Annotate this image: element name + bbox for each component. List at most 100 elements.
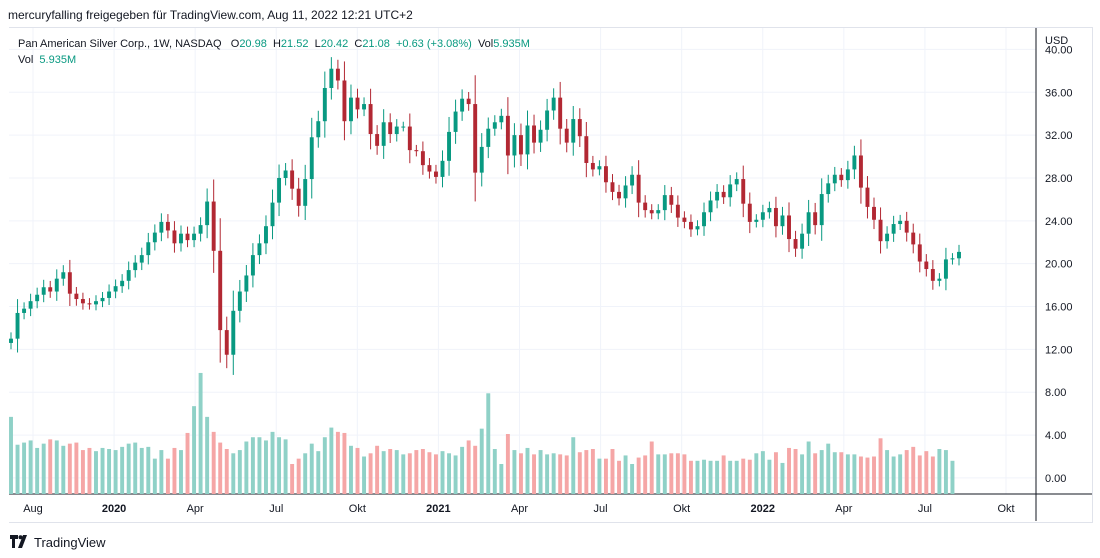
candle-body (538, 129, 543, 143)
volume-bar (139, 447, 144, 494)
x-tick-label: Apr (835, 503, 852, 515)
volume-bar (538, 450, 543, 494)
chart-legend: Pan American Silver Corp., 1W, NASDAQ O2… (18, 36, 530, 68)
volume-bar (643, 455, 648, 494)
candle-body (35, 294, 40, 302)
y-tick-label: 0.00 (1045, 473, 1066, 485)
candle-body (826, 183, 831, 195)
volume-bar (558, 454, 563, 494)
candle-body (407, 126, 412, 151)
volume-bar (532, 454, 536, 494)
volume-bar (577, 452, 582, 494)
volume-bar (355, 447, 360, 494)
volume-bar (440, 451, 445, 494)
candle-body (486, 128, 491, 147)
volume-bar (564, 455, 569, 494)
candle-body (473, 104, 478, 173)
volume-bar (420, 449, 425, 494)
candle-body (107, 291, 112, 298)
x-tick-label: 2021 (426, 503, 450, 515)
volume-bar (277, 437, 282, 494)
volume-bar (107, 449, 112, 494)
candle-body (715, 191, 720, 201)
candle-body (250, 255, 255, 276)
volume-bar (185, 432, 190, 494)
volume-bar (937, 449, 942, 494)
candle-body (518, 135, 523, 155)
candle-body (865, 187, 870, 207)
volume-bar (414, 450, 419, 494)
candle-body (152, 232, 157, 243)
candle-body (950, 258, 955, 260)
volume-bar (270, 431, 275, 494)
candle-body (571, 119, 576, 143)
candle-body (368, 104, 373, 135)
volume-bar (826, 443, 831, 494)
volume-study-label[interactable]: Vol (18, 54, 34, 66)
volume-bar (198, 372, 203, 494)
volume-bar (401, 454, 406, 494)
volume-bar (545, 454, 550, 494)
candle-body (388, 122, 393, 135)
candle-body (87, 303, 92, 305)
volume-bar (741, 458, 746, 494)
candle-body (335, 68, 340, 81)
candle-body (349, 97, 353, 122)
volume-bar (721, 455, 726, 494)
tradingview-footer[interactable]: TradingView (10, 532, 106, 552)
legend-open-value: 20.98 (239, 38, 267, 50)
candle-body (492, 122, 497, 129)
candle-body (159, 221, 164, 233)
volume-bar (767, 459, 772, 494)
candle-body (878, 219, 883, 242)
candle-body (957, 251, 961, 259)
candle-body (558, 97, 563, 129)
chart-pane[interactable] (9, 27, 1093, 523)
candle-body (94, 301, 98, 305)
volume-bar (152, 458, 157, 494)
candle-body (198, 225, 203, 234)
volume-bar (309, 443, 314, 494)
legend-ohlc-row: Pan American Silver Corp., 1W, NASDAQ O2… (18, 36, 530, 52)
candle-body (231, 310, 236, 355)
candle-body (9, 338, 13, 343)
candle-body (545, 110, 550, 130)
candle-body (904, 220, 909, 233)
y-tick-label: 36.00 (1045, 87, 1073, 99)
candle-body (133, 262, 138, 271)
y-tick-label: 4.00 (1045, 430, 1066, 442)
volume-bar (362, 456, 367, 494)
volume-bar (322, 437, 327, 494)
candle-body (617, 191, 621, 199)
volume-bar (224, 449, 229, 494)
volume-bar (133, 442, 138, 494)
candle-body (532, 125, 536, 143)
legend-symbol[interactable]: Pan American Silver Corp., 1W, NASDAQ (18, 38, 222, 50)
candle-body (329, 68, 334, 88)
candle-body (728, 184, 733, 198)
candle-body (277, 177, 282, 203)
candle-body (695, 226, 700, 230)
candle-body (126, 270, 131, 281)
volume-bar (165, 458, 170, 494)
candle-body (290, 170, 295, 189)
x-tick-label: Aug (23, 503, 43, 515)
volume-bar (342, 432, 347, 494)
volume-bar (250, 437, 255, 494)
y-tick-label: 12.00 (1045, 344, 1073, 356)
x-tick-label: Okt (673, 503, 690, 515)
candle-body (414, 150, 419, 152)
candle-body (460, 98, 465, 112)
candle-body (113, 286, 118, 292)
candle-body (839, 174, 844, 181)
volume-bar (349, 445, 353, 494)
volume-bar (61, 445, 66, 494)
candle-body (767, 207, 772, 213)
volume-bar (100, 447, 105, 494)
candle-body (577, 119, 582, 137)
candle-body (551, 97, 556, 111)
candle-body (741, 179, 746, 204)
volume-bar (898, 454, 903, 494)
candle-body (434, 171, 438, 177)
